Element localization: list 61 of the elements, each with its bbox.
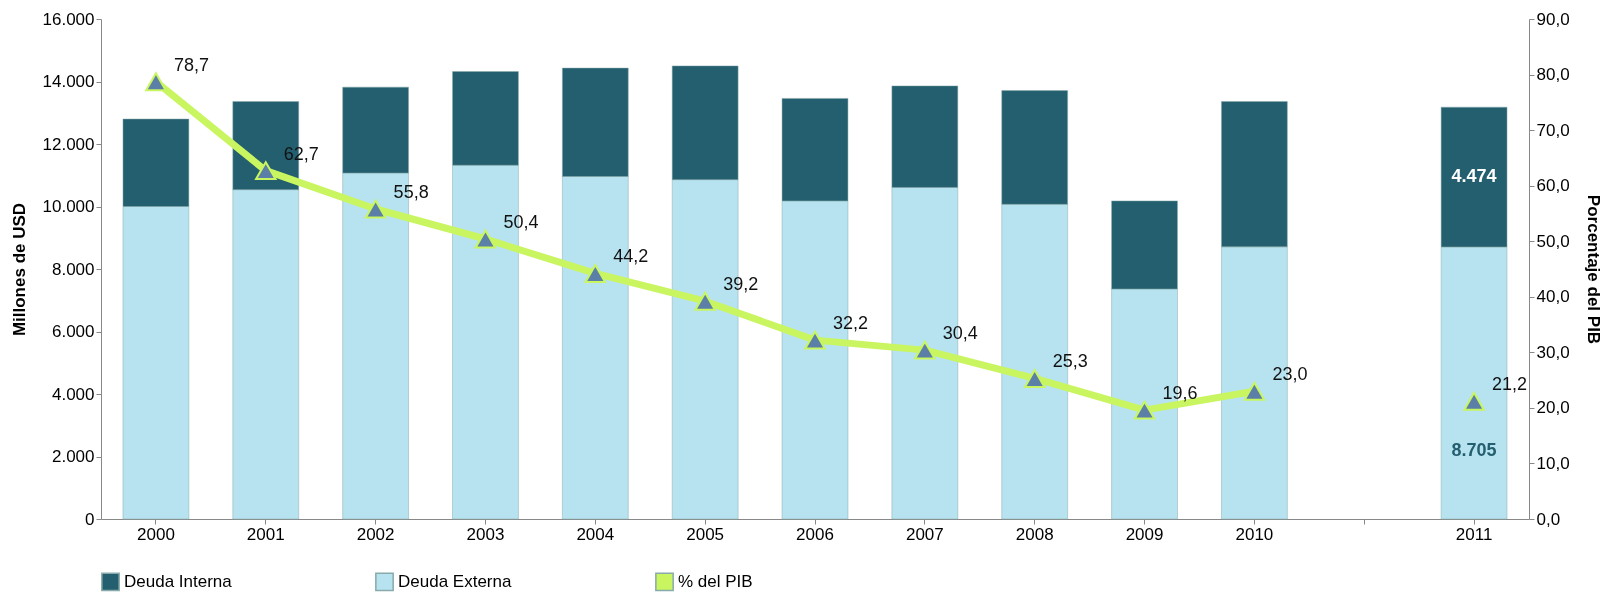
y-tick-label: 12.000 bbox=[42, 134, 95, 154]
x-tick-label: 2001 bbox=[246, 524, 285, 544]
y2-tick-label: 40,0 bbox=[1536, 287, 1570, 307]
x-tick-label: 2007 bbox=[905, 524, 944, 544]
x-tick-label: 2004 bbox=[576, 524, 615, 544]
y2-tick-label: 80,0 bbox=[1536, 65, 1570, 85]
data-label: 78,7 bbox=[173, 54, 209, 75]
x-tick-label: 2008 bbox=[1015, 524, 1054, 544]
point bbox=[474, 229, 497, 249]
point bbox=[145, 72, 167, 92]
y2-tick-label: 0,0 bbox=[1536, 509, 1561, 529]
x-tick-label: 2009 bbox=[1125, 524, 1164, 544]
data-label: 25,3 bbox=[1052, 351, 1088, 372]
y-tick-label: 0 bbox=[85, 509, 95, 529]
point bbox=[1243, 381, 1266, 401]
y-tick-label: 4.000 bbox=[51, 384, 95, 404]
data-label: 23,0 bbox=[1272, 364, 1308, 385]
y-tick-label: 2.000 bbox=[51, 447, 95, 466]
x-tick-label: 2010 bbox=[1235, 524, 1274, 544]
data-label: 32,2 bbox=[833, 313, 869, 334]
data-label: 21,2 bbox=[1492, 374, 1528, 395]
x-tick-label: 2003 bbox=[466, 524, 505, 544]
y-tick-label: 16.000 bbox=[42, 9, 95, 29]
point bbox=[1023, 369, 1046, 388]
point bbox=[914, 340, 936, 360]
y-tick-label: 8.000 bbox=[51, 259, 95, 279]
y-axis-title: Millones de USD bbox=[9, 202, 29, 337]
x-tick-label: 2002 bbox=[356, 524, 395, 544]
data-label: 50,4 bbox=[503, 212, 539, 232]
point bbox=[364, 199, 387, 219]
data-label: 4.474 bbox=[1451, 166, 1497, 187]
y2-tick-label: 70,0 bbox=[1536, 120, 1570, 140]
y2-tick-label: 60,0 bbox=[1536, 176, 1570, 196]
legend-label: % del PIB bbox=[678, 571, 753, 591]
legend-label: Deuda Externa bbox=[398, 571, 512, 591]
data-label: 8.705 bbox=[1451, 439, 1497, 460]
point bbox=[1463, 391, 1485, 411]
data-label: 44,2 bbox=[613, 246, 649, 267]
point bbox=[255, 161, 277, 181]
data-label: 39,2 bbox=[723, 274, 759, 295]
y2-tick-label: 10,0 bbox=[1536, 453, 1570, 473]
y-tick-label: 6.000 bbox=[51, 322, 95, 341]
data-label: 19,6 bbox=[1162, 383, 1198, 404]
y2-tick-label: 20,0 bbox=[1536, 398, 1570, 418]
x-tick-label: 2005 bbox=[686, 524, 725, 544]
point bbox=[694, 291, 716, 311]
point bbox=[1133, 400, 1156, 420]
y-tick-label: 10.000 bbox=[42, 197, 95, 216]
y2-tick-label: 50,0 bbox=[1536, 231, 1570, 251]
x-tick-label: 2006 bbox=[796, 524, 834, 544]
x-tick-label: 2011 bbox=[1455, 524, 1493, 544]
point bbox=[804, 330, 826, 350]
data-label: 30,4 bbox=[942, 323, 978, 344]
x-tick-label: 2000 bbox=[137, 524, 175, 544]
y2-tick-label: 30,0 bbox=[1536, 342, 1570, 362]
y2-axis-title: Porcentaje del PIB bbox=[1583, 194, 1603, 345]
data-label: 55,8 bbox=[393, 182, 429, 202]
y2-tick-label: 90,0 bbox=[1536, 9, 1570, 29]
point bbox=[584, 264, 607, 283]
y-tick-label: 14.000 bbox=[42, 72, 95, 91]
legend-label: Deuda Interna bbox=[124, 571, 233, 591]
